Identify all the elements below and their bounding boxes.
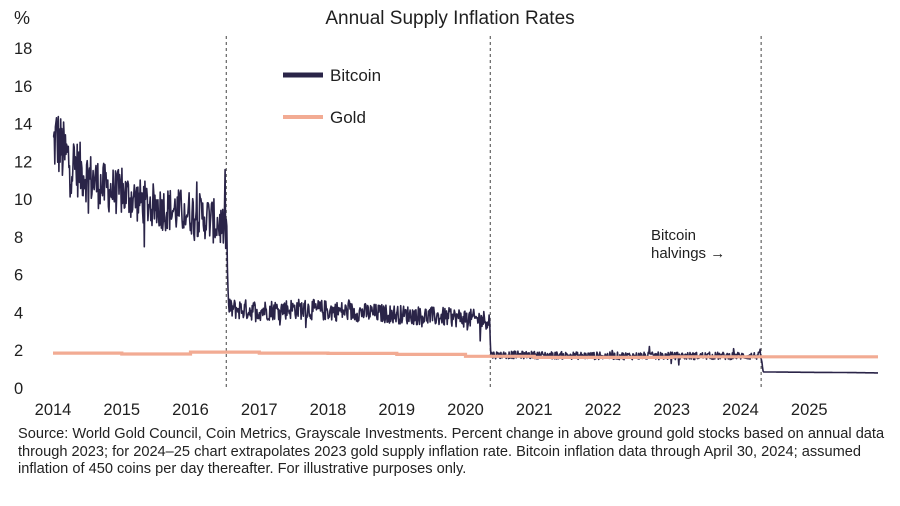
y-tick-label: 14 — [14, 116, 32, 134]
y-tick-label: 4 — [14, 304, 23, 322]
plot-area — [52, 115, 879, 374]
annotation-line: halvings → — [651, 245, 725, 262]
y-tick-label: 2 — [14, 342, 23, 360]
bitcoin-series-line — [52, 115, 879, 374]
y-tick-label: 18 — [14, 40, 32, 58]
x-tick-label: 2023 — [653, 401, 690, 419]
y-tick-label: 0 — [14, 380, 23, 398]
x-tick-label: 2017 — [241, 401, 278, 419]
gold-series-line — [53, 350, 878, 359]
x-tick-label: 2021 — [516, 401, 553, 419]
y-tick-label: 8 — [14, 229, 23, 247]
x-tick-label: 2018 — [310, 401, 347, 419]
legend-label-bitcoin: Bitcoin — [330, 66, 381, 85]
x-axis: 2014 2015 2016 2017 2018 2019 2020 2021 2022 2023… — [35, 401, 828, 419]
x-tick-label: 2022 — [585, 401, 622, 419]
x-tick-label: 2024 — [722, 401, 759, 419]
y-axis: 0 2 4 6 8 10 12 14 16 18 — [14, 40, 32, 398]
y-tick-label: 16 — [14, 78, 32, 96]
x-tick-label: 2014 — [35, 401, 72, 419]
y-tick-label: 12 — [14, 153, 32, 171]
legend: Bitcoin Gold — [283, 66, 381, 127]
x-tick-label: 2015 — [103, 401, 140, 419]
y-axis-unit-label: % — [14, 8, 30, 28]
x-tick-label: 2025 — [791, 401, 828, 419]
halving-lines — [225, 36, 762, 388]
x-tick-label: 2019 — [378, 401, 415, 419]
y-tick-label: 10 — [14, 191, 32, 209]
legend-label-gold: Gold — [330, 108, 366, 127]
x-tick-label: 2020 — [447, 401, 484, 419]
inflation-chart: Annual Supply Inflation Rates % 0 2 4 6 8 10 1… — [14, 8, 879, 419]
source-note: Source: World Gold Council, Coin Metrics… — [18, 426, 885, 478]
chart-title: Annual Supply Inflation Rates — [325, 8, 574, 29]
annotation-line: Bitcoin — [651, 227, 696, 244]
x-tick-label: 2016 — [172, 401, 209, 419]
y-tick-label: 6 — [14, 267, 23, 285]
